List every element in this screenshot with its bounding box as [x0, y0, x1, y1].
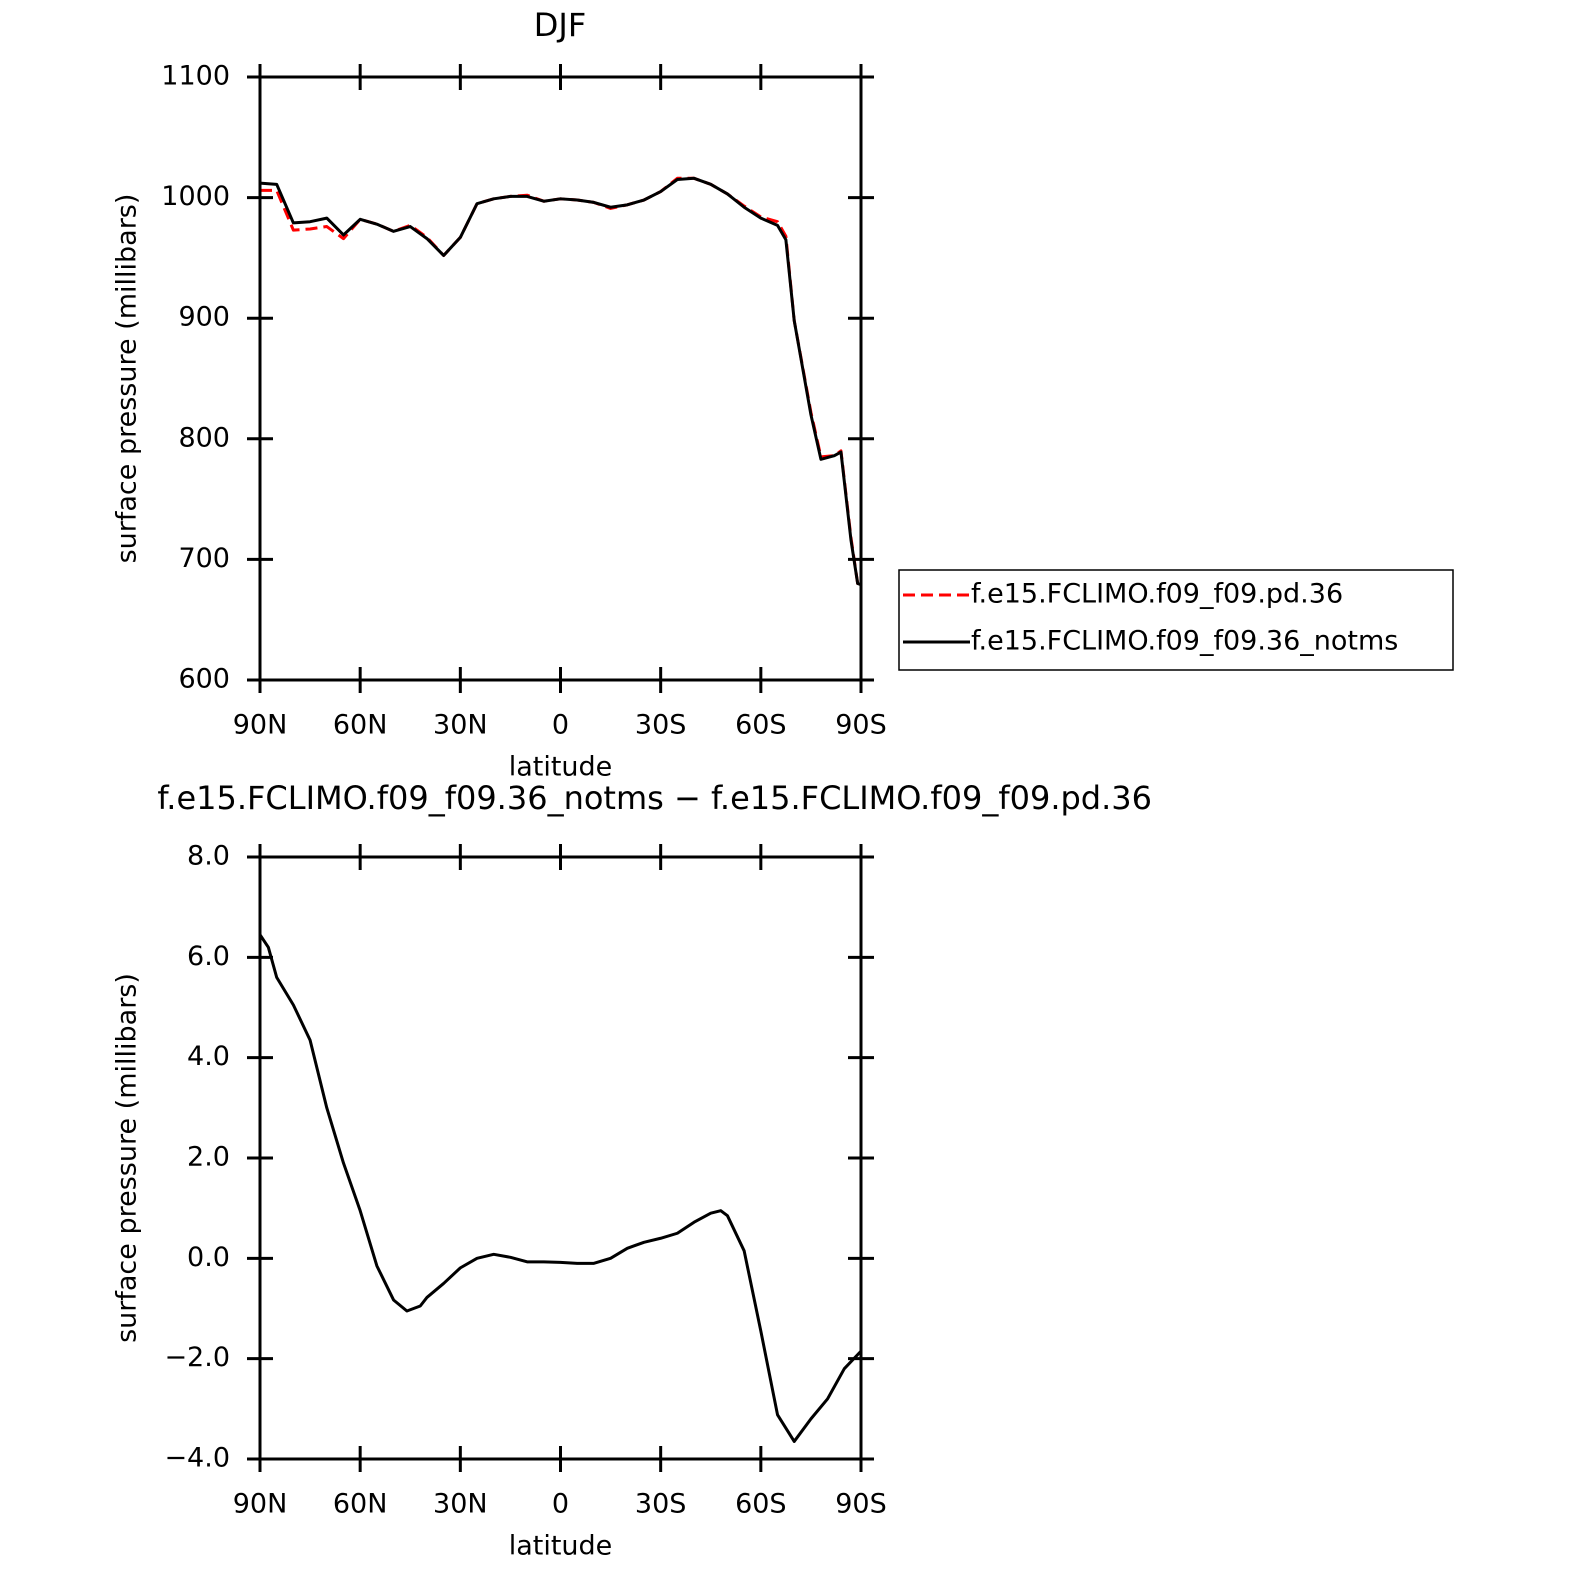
x-tick-label: 30S	[635, 710, 687, 741]
y-tick-label: 800	[178, 422, 230, 453]
x-axis-label: latitude	[509, 752, 613, 783]
x-tick-label: 0	[552, 1489, 569, 1520]
y-axis-label: surface pressure (millibars)	[112, 194, 143, 564]
x-tick-label: 60S	[735, 1489, 787, 1520]
y-tick-label: 700	[178, 543, 230, 574]
y-tick-label: 1000	[161, 181, 230, 212]
x-tick-label: 30S	[635, 1489, 687, 1520]
y-tick-label: 4.0	[187, 1041, 230, 1072]
x-tick-label: 90N	[233, 1489, 288, 1520]
x-tick-label: 60N	[333, 710, 388, 741]
chart-title: DJF	[534, 6, 586, 44]
x-tick-label: 30N	[433, 1489, 488, 1520]
x-tick-label: 60N	[333, 1489, 388, 1520]
plot-frame	[258, 855, 863, 1461]
y-tick-label: 8.0	[187, 841, 230, 872]
y-tick-label: 1100	[161, 61, 230, 92]
x-axis-label: latitude	[509, 1531, 613, 1562]
x-tick-label: 90N	[233, 710, 288, 741]
x-tick-label: 60S	[735, 710, 787, 741]
plot-frame	[258, 75, 863, 682]
y-tick-label: −4.0	[164, 1443, 230, 1474]
legend-box	[898, 569, 1454, 671]
x-tick-label: 90S	[835, 1489, 887, 1520]
y-tick-label: 0.0	[187, 1242, 230, 1273]
y-tick-label: 600	[178, 664, 230, 695]
x-tick-label: 30N	[433, 710, 488, 741]
data-line	[259, 176, 862, 587]
x-tick-label: 0	[552, 710, 569, 741]
y-tick-label: −2.0	[164, 1342, 230, 1373]
y-tick-label: 900	[178, 302, 230, 333]
legend-label: f.e15.FCLIMO.f09_f09.36_notms	[971, 626, 1398, 657]
x-tick-label: 90S	[835, 710, 887, 741]
chart-title: f.e15.FCLIMO.f09_f09.36_notms − f.e15.FC…	[157, 779, 1152, 817]
y-tick-label: 6.0	[187, 941, 230, 972]
data-line	[258, 933, 863, 1443]
y-axis-label: surface pressure (millibars)	[112, 973, 143, 1343]
data-line	[260, 176, 862, 587]
legend-label: f.e15.FCLIMO.f09_f09.pd.36	[971, 579, 1343, 610]
y-tick-label: 2.0	[187, 1142, 230, 1173]
